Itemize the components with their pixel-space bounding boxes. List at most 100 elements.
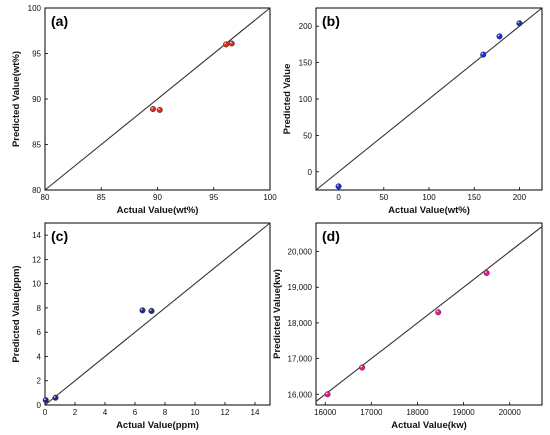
x-axis-title: Actual Value(kw) (391, 420, 467, 431)
x-tick-label: 150 (468, 193, 482, 202)
y-tick-label: 12 (32, 255, 41, 264)
y-tick-label: 100 (299, 95, 313, 104)
data-point (496, 33, 503, 40)
x-tick-label: 4 (103, 408, 108, 417)
data-point-highlight (497, 34, 500, 37)
y-tick-label: 90 (32, 95, 41, 104)
y-tick-label: 20,000 (288, 248, 313, 257)
data-point-highlight (140, 308, 143, 311)
data-point-highlight (151, 107, 154, 110)
x-axis-title: Actual Value(wt%) (388, 205, 470, 216)
x-tick-label: 0 (43, 408, 48, 417)
y-tick-label: 17,000 (288, 355, 313, 364)
panel-2: 0 50 100 150 200 0 50 100 150 200 Actual Value(wt%… (282, 7, 543, 216)
x-tick-label: 6 (133, 408, 138, 417)
x-tick-label: 200 (513, 193, 527, 202)
y-tick-label: 6 (37, 328, 42, 337)
y-axis-title: Predicted Value (282, 64, 293, 135)
reference-line (315, 7, 543, 191)
data-point (359, 364, 366, 371)
y-axis-title: Predicted Value(wt%) (11, 51, 22, 147)
y-tick-label: 18,000 (288, 319, 313, 328)
y-tick-label: 85 (32, 141, 41, 150)
plot-frame (315, 222, 543, 406)
y-tick-label: 19,000 (288, 283, 313, 292)
panel-label: (b) (322, 13, 340, 29)
data-point-highlight (157, 108, 160, 110)
data-point (139, 307, 146, 314)
panel-4: 16000 17000 18000 19000 20000 16,000 17,000 18,… (272, 222, 543, 431)
reference-line (44, 222, 271, 406)
y-tick-label: 100 (28, 4, 42, 13)
data-point-highlight (325, 392, 328, 395)
y-axis-title: Predicted Value(kw) (272, 269, 283, 359)
x-tick-label: 0 (336, 193, 341, 202)
panel-3: 0 2 4 6 8 10 12 14 0 2 4 6 8 10 12 14 Actual Value(ppm) P… (11, 222, 271, 431)
y-tick-label: 2 (37, 377, 42, 386)
panel-label: (a) (51, 13, 68, 29)
data-point (148, 307, 155, 314)
y-tick-label: 200 (299, 22, 313, 31)
data-point-highlight (229, 41, 232, 44)
data-point (52, 394, 59, 401)
x-tick-label: 10 (191, 408, 200, 417)
x-tick-label: 8 (163, 408, 168, 417)
x-tick-label: 50 (379, 193, 388, 202)
data-point (483, 269, 490, 276)
x-tick-label: 20000 (499, 408, 522, 417)
y-tick-label: 4 (37, 352, 42, 361)
x-axis-title: Actual Value(ppm) (116, 420, 199, 431)
data-point-highlight (336, 184, 339, 187)
y-tick-label: 10 (32, 280, 41, 289)
reference-line (315, 226, 543, 402)
y-tick-label: 16,000 (288, 390, 313, 399)
reference-line (44, 7, 271, 191)
data-point-highlight (224, 42, 227, 45)
x-tick-label: 18000 (406, 408, 429, 417)
y-tick-label: 150 (299, 59, 313, 68)
data-point (156, 106, 163, 113)
x-tick-label: 100 (422, 193, 436, 202)
data-point (516, 20, 523, 27)
data-point (42, 397, 49, 404)
x-tick-label: 90 (153, 193, 162, 202)
x-tick-label: 85 (97, 193, 106, 202)
y-tick-label: 0 (37, 401, 42, 410)
data-point (335, 183, 342, 190)
data-point (149, 106, 156, 113)
data-point (480, 51, 487, 58)
x-tick-label: 17000 (360, 408, 383, 417)
x-tick-label: 12 (221, 408, 230, 417)
y-tick-label: 0 (308, 168, 313, 177)
data-point-highlight (517, 21, 520, 24)
data-point-highlight (436, 310, 439, 313)
x-tick-label: 2 (73, 408, 78, 417)
data-point-highlight (484, 271, 487, 273)
x-tick-label: 16000 (314, 408, 337, 417)
x-tick-label: 95 (209, 193, 218, 202)
data-point-highlight (53, 395, 56, 398)
plot-frame (44, 222, 271, 406)
x-tick-label: 14 (251, 408, 260, 417)
data-point (223, 41, 230, 48)
data-point-highlight (149, 309, 152, 311)
x-tick-label: 100 (263, 193, 277, 202)
y-tick-label: 95 (32, 50, 41, 59)
y-tick-label: 80 (32, 186, 41, 195)
data-point (324, 391, 331, 398)
y-tick-label: 14 (32, 231, 41, 240)
data-point-highlight (481, 52, 484, 55)
y-tick-label: 50 (303, 131, 312, 140)
panel-label: (c) (51, 228, 68, 244)
panel-1: 80 85 90 95 100 80 85 90 95 100 Actual Value(wt%) P… (11, 4, 277, 216)
panel-label: (d) (322, 228, 340, 244)
data-point (435, 309, 442, 316)
data-point (228, 40, 235, 47)
y-axis-title: Predicted Value(ppm) (11, 265, 22, 362)
data-point-highlight (43, 398, 46, 401)
x-tick-label: 80 (41, 193, 50, 202)
x-axis-title: Actual Value(wt%) (117, 205, 199, 216)
data-point-highlight (360, 365, 363, 368)
x-tick-label: 19000 (452, 408, 475, 417)
